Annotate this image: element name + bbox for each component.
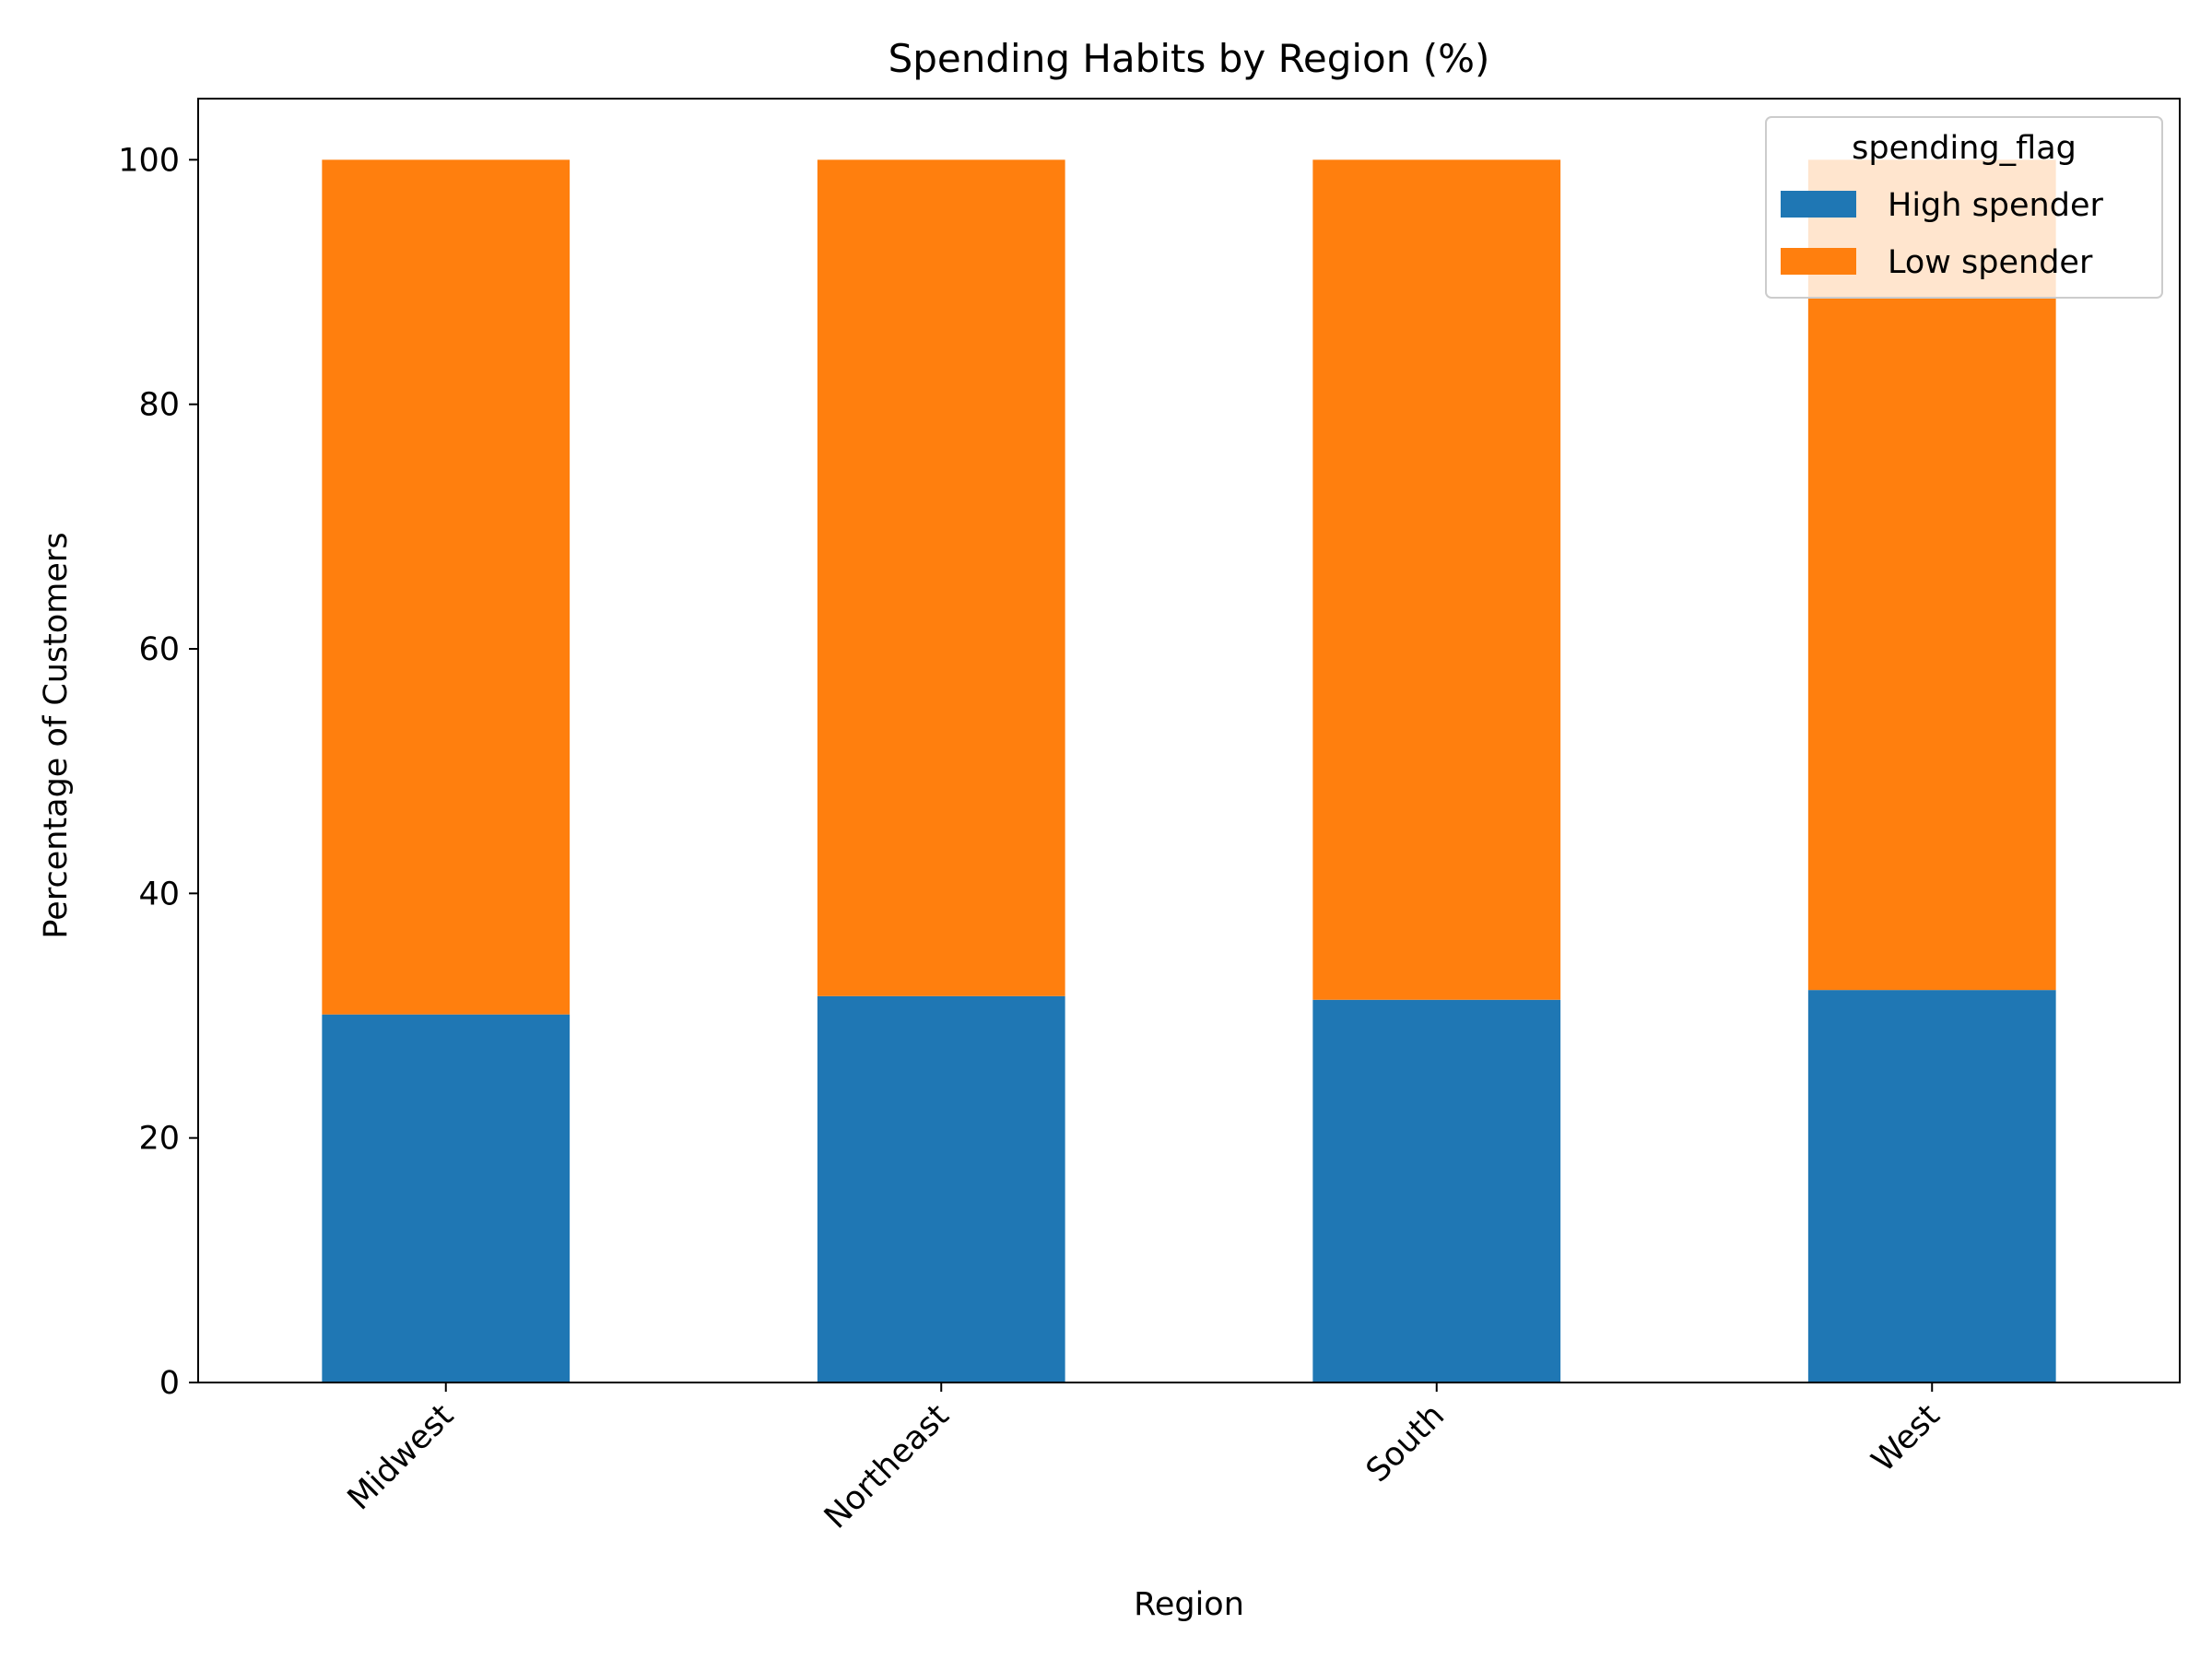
legend-box <box>1765 116 2163 299</box>
bar-low-spender-south <box>1312 159 1561 1000</box>
x-axis-label: Region <box>1134 1586 1244 1623</box>
x-tick-label-south: South <box>1359 1397 1452 1489</box>
y-tick-label: 80 <box>138 387 180 424</box>
bar-high-spender-midwest <box>322 1014 571 1382</box>
y-tick-label: 100 <box>118 142 180 179</box>
bar-low-spender-northeast <box>817 159 1065 996</box>
bar-high-spender-south <box>1312 999 1561 1382</box>
y-tick-label: 20 <box>138 1121 180 1158</box>
bar-low-spender-midwest <box>322 159 571 1015</box>
y-tick-label: 60 <box>138 631 180 668</box>
plot-frame <box>197 98 2181 1383</box>
legend-title: spending_flag <box>1852 130 2077 167</box>
legend-swatch-low-spender <box>1781 248 1856 275</box>
bars-layer <box>322 159 2056 1382</box>
legend: spending_flag High spender Low spender <box>1765 116 2163 299</box>
bar-high-spender-west <box>1807 990 2056 1382</box>
y-axis-label: Percentage of Customers <box>38 532 75 938</box>
legend-label-low-spender: Low spender <box>1888 244 2093 281</box>
legend-label-high-spender: High spender <box>1888 187 2103 224</box>
y-tick-label: 40 <box>138 876 180 912</box>
bar-high-spender-northeast <box>817 995 1065 1382</box>
x-tick-label-northeast: Northeast <box>818 1397 957 1536</box>
x-tick-label-west: West <box>1865 1397 1947 1479</box>
chart-title: Spending Habits by Region (%) <box>888 36 1490 81</box>
y-tick-label: 0 <box>159 1365 180 1402</box>
x-tick-label-midwest: Midwest <box>341 1397 461 1517</box>
legend-swatch-high-spender <box>1781 191 1856 218</box>
